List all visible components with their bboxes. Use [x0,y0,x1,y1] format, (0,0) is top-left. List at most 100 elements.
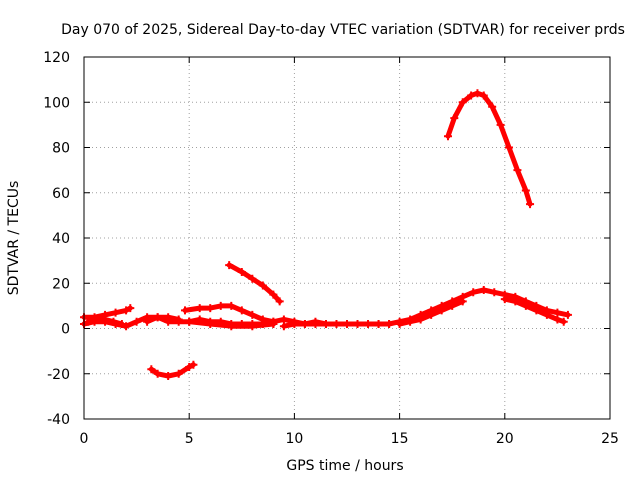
data-point [332,319,341,328]
x-axis-label: GPS time / hours [286,458,403,474]
data-point [559,317,568,326]
x-tick-label: 0 [80,431,89,447]
data-point [496,120,505,129]
data-point [553,315,562,324]
data-point [279,322,288,331]
data-point [111,308,120,317]
data-point [216,301,225,310]
data-point [225,261,234,270]
data-point [385,319,394,328]
data-point [122,306,131,315]
data-point [479,286,488,295]
data-point [364,319,373,328]
data-point [467,91,476,100]
data-point [227,301,236,310]
data-point [258,315,267,324]
data-point [206,304,215,313]
data-point [458,297,467,306]
data-point [122,322,131,331]
data-point [505,143,514,152]
data-point [174,315,183,324]
data-point [311,317,320,326]
data-point [526,200,535,209]
data-point [300,319,309,328]
data-point [147,365,156,374]
series-arc-descending [226,262,283,304]
data-point [180,306,189,315]
data-point [406,317,415,326]
data-point [469,288,478,297]
data-point [153,313,162,322]
data-point [450,114,459,123]
y-tick-label: 0 [61,322,70,338]
x-tick-label: 10 [285,431,303,447]
data-point [542,310,551,319]
data-point [206,319,215,328]
data-point [237,267,246,276]
data-point [553,308,562,317]
data-point [248,310,257,319]
data-point [248,322,257,331]
data-point [143,317,152,326]
y-tick-label: 100 [43,95,70,111]
y-tick-label: 80 [52,141,70,157]
data-point [448,301,457,310]
y-tick-label: -20 [47,367,70,383]
data-point [227,322,236,331]
data-point [269,290,278,299]
data-point [513,166,522,175]
data-point [117,319,126,328]
data-point [290,319,299,328]
data-point [174,369,183,378]
data-point [126,304,135,313]
data-point [153,369,162,378]
y-tick-label: 120 [43,50,70,66]
data-point [490,288,499,297]
axis-ticks: 0 5 10 15 20 25 -40 -20 0 20 40 60 80 100 120 [43,50,619,447]
data-point [374,319,383,328]
data-point [164,313,173,322]
y-tick-label: 40 [52,231,70,247]
data-point [500,295,509,304]
data-point [92,315,101,324]
data-point [563,310,572,319]
y-axis-label: SDTVAR / TECUs [6,181,22,296]
data-point [395,319,404,328]
data-point [521,186,530,195]
data-point [185,317,194,326]
data-point [132,317,141,326]
data-point [189,360,198,369]
data-point [248,274,257,283]
data-point [488,102,497,111]
data-point [258,281,267,290]
data-point [473,89,482,98]
data-point [353,319,362,328]
data-point [511,297,520,306]
y-tick-label: -40 [47,412,70,428]
data-point [479,91,488,100]
chart-title: Day 070 of 2025, Sidereal Day-to-day VTE… [61,22,625,38]
data-point [437,306,446,315]
data-point [164,372,173,381]
y-tick-label: 20 [52,276,70,292]
data-point [275,297,284,306]
data-point [279,315,288,324]
x-tick-label: 15 [391,431,409,447]
data-point [185,362,194,371]
data-point [237,306,246,315]
data-point [416,315,425,324]
data-point [269,317,278,326]
x-tick-label: 5 [185,431,194,447]
series-arc-high-peak [445,90,533,207]
y-tick-label: 60 [52,186,70,202]
data-point [109,317,118,326]
data-point [427,310,436,319]
x-tick-label: 25 [601,431,619,447]
data-point [343,319,351,328]
data-point [458,98,467,107]
data-point [195,304,204,313]
data-point [321,319,330,328]
series-arc-mid-extra [144,314,182,325]
data-point [443,132,452,141]
